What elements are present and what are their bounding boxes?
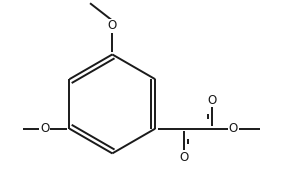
Text: O: O (179, 151, 188, 164)
Text: O: O (40, 122, 49, 135)
Text: O: O (108, 19, 117, 32)
Text: O: O (207, 94, 217, 107)
Text: O: O (229, 122, 238, 135)
